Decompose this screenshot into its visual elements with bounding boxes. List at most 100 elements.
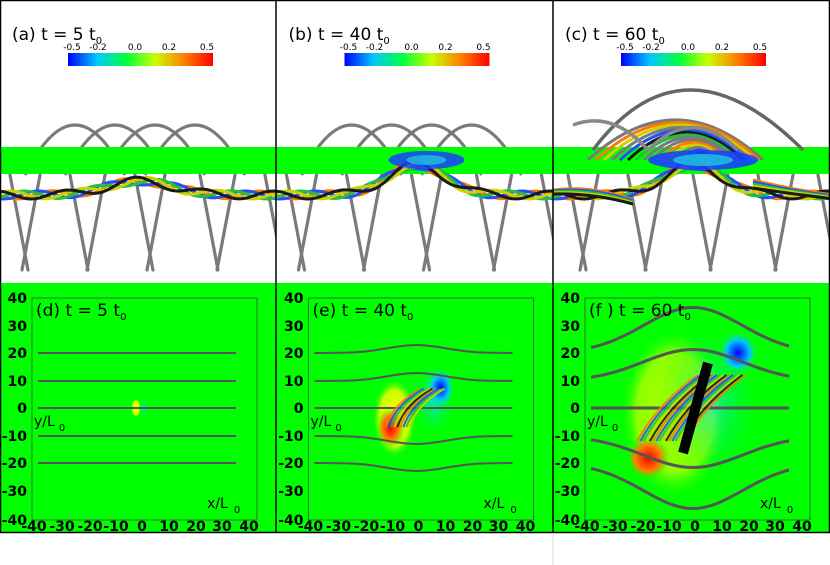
y-tick-label: 0 bbox=[17, 401, 27, 417]
field-line-leg bbox=[145, 173, 167, 272]
x-axis-label-subscript: 0 bbox=[510, 505, 516, 516]
y-tick-label: 20 bbox=[284, 346, 304, 362]
field-line-leg bbox=[816, 173, 829, 242]
rope-strand bbox=[402, 387, 440, 428]
x-tick-label: -30 bbox=[602, 519, 628, 535]
x-tick-label: -30 bbox=[326, 519, 352, 535]
field-line bbox=[314, 462, 513, 473]
rope-strand bbox=[639, 374, 702, 442]
x-axis-ticks: -40 -30 -20 -10 0 10 20 30 40 bbox=[574, 519, 812, 535]
field-line bbox=[590, 466, 790, 511]
y-axis-label-text: y/L bbox=[34, 414, 55, 430]
field-line bbox=[314, 371, 513, 382]
field-line-leg bbox=[708, 173, 730, 272]
y-tick-label: 30 bbox=[284, 319, 304, 335]
panel-label-subscript: 0 bbox=[658, 36, 664, 47]
panel-label-text: (c) t = 60 t bbox=[565, 25, 659, 45]
y-tick-label: -40 bbox=[2, 513, 28, 529]
field-line-legs bbox=[284, 173, 553, 272]
emerging-core bbox=[406, 155, 447, 165]
panel-label-subscript: 0 bbox=[96, 36, 102, 47]
x-tick-label: 40 bbox=[239, 519, 259, 535]
field-line bbox=[314, 435, 513, 446]
erupted-loop bbox=[602, 123, 757, 162]
rope-strand bbox=[661, 374, 724, 442]
x-tick-label: -40 bbox=[574, 519, 600, 535]
y-axis-label: y/L 0 bbox=[587, 414, 618, 434]
erupted-loop bbox=[586, 118, 765, 162]
x-tick-label: 10 bbox=[712, 519, 732, 535]
x-tick-label: -10 bbox=[656, 519, 682, 535]
y-tick-label: -30 bbox=[555, 484, 581, 500]
x-tick-label: 40 bbox=[792, 519, 812, 535]
x-axis-ticks: -40 -30 -20 -10 0 10 20 30 40 bbox=[21, 519, 259, 535]
y-tick-label: -20 bbox=[555, 456, 581, 472]
x-axis-label: x/L 0 bbox=[760, 496, 793, 516]
panel-label-subscript: 0 bbox=[407, 312, 413, 323]
negative-core bbox=[718, 331, 758, 375]
x-tick-label: 40 bbox=[516, 519, 536, 535]
field-line-leg bbox=[643, 173, 665, 272]
plot-frame bbox=[31, 297, 258, 521]
x-tick-label: -20 bbox=[354, 519, 380, 535]
colorbar-ramp bbox=[344, 53, 490, 66]
y-tick-label: -10 bbox=[278, 429, 304, 445]
x-axis-label: x/L 0 bbox=[207, 496, 240, 516]
top-row-3d-views: (a) t = 5 t0-0.5 -0.2 0.0 0.2 0.5(b) t = 40 … bbox=[0, 25, 829, 272]
colorbar-tick: -0.5 bbox=[63, 43, 81, 53]
field-line-leg bbox=[691, 173, 713, 272]
y-tick-label: -10 bbox=[2, 429, 28, 445]
x-tick-label: 30 bbox=[765, 519, 785, 535]
rope-strand bbox=[655, 374, 718, 442]
x-tick-label: -30 bbox=[49, 519, 75, 535]
x-tick-label: 0 bbox=[690, 519, 700, 535]
panel-label-subscript: 0 bbox=[120, 312, 126, 323]
panel-label: (e) t = 40 t0 bbox=[313, 301, 414, 323]
colorbar: -0.5 -0.2 0.0 0.2 0.5 bbox=[340, 43, 491, 66]
y-axis-label-text: y/L bbox=[587, 414, 608, 430]
panel-label-subscript: 0 bbox=[383, 36, 389, 47]
photosphere-plane bbox=[0, 147, 276, 174]
flux-rope-strand bbox=[0, 175, 276, 201]
y-tick-label: 40 bbox=[8, 291, 28, 307]
rope-strand bbox=[393, 387, 431, 428]
x-tick-label: 20 bbox=[463, 519, 483, 535]
rope-strand bbox=[384, 387, 422, 428]
y-tick-label: 20 bbox=[561, 346, 581, 362]
y-tick-label: 10 bbox=[561, 374, 581, 390]
panel-label: (f ) t = 60 t0 bbox=[589, 301, 691, 323]
panel-label: (c) t = 60 t0 bbox=[565, 25, 665, 47]
x-axis-label-subscript: 0 bbox=[234, 505, 240, 516]
y-tick-label: 0 bbox=[294, 401, 304, 417]
plot-frame bbox=[584, 297, 811, 521]
colorbar-tick: 0.0 bbox=[128, 43, 143, 53]
colorbar-tick: 0.2 bbox=[162, 43, 176, 53]
y-tick-label: 30 bbox=[561, 319, 581, 335]
panel-label-subscript: 0 bbox=[684, 312, 690, 323]
field-line bbox=[590, 305, 790, 350]
x-tick-label: 10 bbox=[436, 519, 456, 535]
field-line-leg bbox=[421, 173, 444, 272]
x-tick-label: -40 bbox=[298, 519, 324, 535]
colorbar: -0.5 -0.2 0.0 0.2 0.5 bbox=[616, 43, 767, 66]
y-tick-label: 30 bbox=[8, 319, 28, 335]
rope-strand bbox=[677, 374, 740, 442]
panel-label-text: (f ) t = 60 t bbox=[589, 301, 685, 321]
plot-frame bbox=[308, 297, 534, 521]
x-tick-label: -20 bbox=[630, 519, 656, 535]
panel-a: (a) t = 5 t0-0.5 -0.2 0.0 0.2 0.5 bbox=[0, 25, 276, 272]
colorbar-tick: -0.2 bbox=[642, 43, 660, 53]
y-tick-label: 20 bbox=[8, 346, 28, 362]
flux-rope-strand bbox=[752, 186, 829, 200]
y-tick-label: 40 bbox=[561, 291, 581, 307]
flux-rope-top-view bbox=[384, 387, 446, 428]
flux-rope-strand bbox=[0, 175, 276, 201]
x-tick-label: -10 bbox=[103, 519, 129, 535]
colorbar-tick: -0.5 bbox=[340, 43, 358, 53]
x-axis-ticks: -40 -30 -20 -10 0 10 20 30 40 bbox=[298, 519, 536, 535]
field-line bbox=[314, 343, 513, 354]
field-line-leg bbox=[361, 173, 384, 272]
